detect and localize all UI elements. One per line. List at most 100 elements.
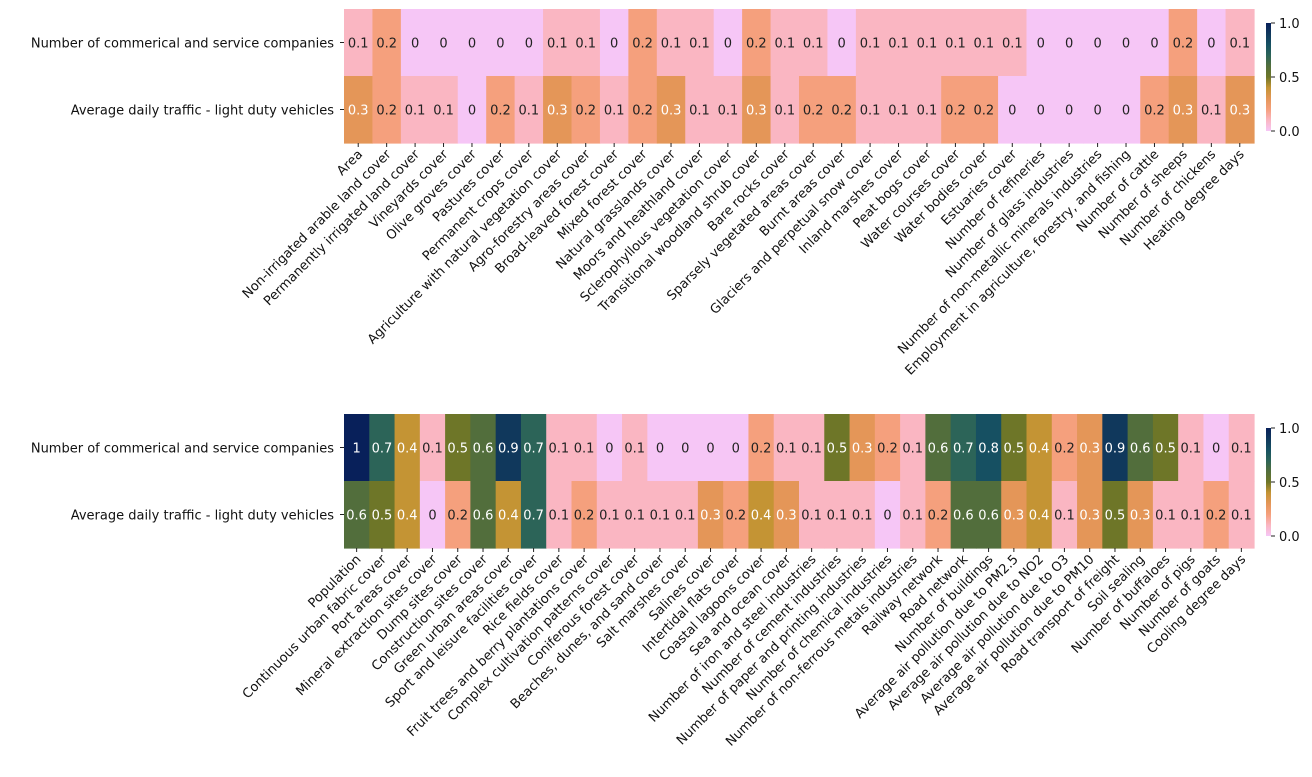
cell-value-label: 0.3 bbox=[776, 509, 797, 524]
colorbar-tick-label: 0.0 bbox=[1279, 530, 1300, 545]
heatmap-cell bbox=[1051, 414, 1078, 482]
heatmap-cell bbox=[748, 481, 775, 549]
heatmap-cell bbox=[950, 414, 977, 482]
row-label: Average daily traffic - light duty vehic… bbox=[71, 104, 335, 119]
heatmap-cell bbox=[742, 9, 772, 77]
heatmap-cell bbox=[344, 481, 370, 549]
heatmap-cell bbox=[1225, 76, 1255, 144]
row-label: Average daily traffic - light duty vehic… bbox=[71, 509, 335, 524]
cell-value-label: 0.1 bbox=[860, 104, 881, 119]
heatmap-cell bbox=[1054, 9, 1084, 77]
cell-value-label: 0.3 bbox=[1229, 104, 1250, 119]
heatmap-cell bbox=[713, 76, 743, 144]
heatmap-cell bbox=[520, 481, 547, 549]
heatmap-cell bbox=[770, 9, 800, 77]
heatmap-cell bbox=[647, 414, 674, 482]
cell-value-label: 0.5 bbox=[827, 442, 848, 457]
cell-value-label: 0.1 bbox=[604, 104, 625, 119]
heatmap-cell bbox=[697, 414, 724, 482]
cell-value-label: 0.1 bbox=[422, 442, 443, 457]
cell-value-label: 0.7 bbox=[372, 442, 393, 457]
cell-value-label: 0.1 bbox=[547, 37, 568, 52]
cell-value-label: 0.7 bbox=[523, 509, 544, 524]
heatmap-cell bbox=[912, 9, 942, 77]
heatmap-cell bbox=[1203, 414, 1230, 482]
heatmap-cell bbox=[1140, 9, 1170, 77]
heatmap-cell bbox=[1077, 481, 1103, 549]
cell-value-label: 0.1 bbox=[1231, 442, 1252, 457]
cell-value-label: 0.1 bbox=[888, 104, 909, 119]
heatmap-cell bbox=[1197, 9, 1227, 77]
heatmap-cell bbox=[369, 481, 396, 549]
heatmap-cell bbox=[1228, 414, 1255, 482]
cell-value-label: 0.1 bbox=[433, 104, 454, 119]
heatmap-cell bbox=[874, 414, 901, 482]
cell-value-label: 0.1 bbox=[650, 509, 671, 524]
cell-value-label: 0.1 bbox=[1054, 509, 1075, 524]
heatmap-cell bbox=[998, 76, 1028, 144]
heatmap-cell bbox=[799, 9, 829, 77]
cell-value-label: 1 bbox=[352, 442, 360, 457]
heatmap-cell bbox=[975, 414, 1002, 482]
heatmap-cell bbox=[495, 481, 522, 549]
cell-value-label: 0.3 bbox=[700, 509, 721, 524]
heatmap-cell bbox=[599, 76, 629, 144]
cell-value-label: 0 bbox=[1207, 37, 1215, 52]
cell-value-label: 0.1 bbox=[549, 509, 570, 524]
heatmap-cell bbox=[1140, 76, 1170, 144]
cell-value-label: 0.4 bbox=[1029, 442, 1050, 457]
cell-value-label: 0.1 bbox=[549, 442, 570, 457]
heatmap-cell bbox=[470, 481, 497, 549]
cell-value-label: 0.1 bbox=[1231, 509, 1252, 524]
cell-value-label: 0.1 bbox=[801, 509, 822, 524]
heatmap-cell bbox=[1152, 481, 1179, 549]
heatmap-cell bbox=[656, 9, 686, 77]
heatmap-cell bbox=[855, 9, 885, 77]
cell-value-label: 0 bbox=[1065, 104, 1073, 119]
heatmap-cell bbox=[543, 76, 573, 144]
cell-value-label: 0.1 bbox=[718, 104, 739, 119]
heatmap-cell bbox=[773, 414, 800, 482]
heatmap-cell bbox=[672, 414, 699, 482]
row-label: Number of commerical and service compani… bbox=[31, 442, 334, 457]
heatmap-panel-1: 0.1 0.2 0 0 0 0 0 0.1 0.1 0 0.2 0.1 0.1 0 0.2 0.1 0.1 0 0.… bbox=[31, 9, 1300, 378]
heatmap-cell bbox=[1001, 481, 1028, 549]
heatmap-cell bbox=[457, 9, 487, 77]
cell-value-label: 0 bbox=[468, 104, 476, 119]
heatmap-cell bbox=[1001, 414, 1028, 482]
cell-value-label: 0.2 bbox=[1054, 442, 1075, 457]
heatmap-cell bbox=[445, 414, 471, 482]
colorbar-tick-label: 0.5 bbox=[1279, 71, 1300, 86]
heatmap-cell bbox=[394, 414, 421, 482]
heatmap-cell bbox=[486, 76, 516, 144]
heatmap-cell bbox=[827, 76, 857, 144]
cell-value-label: 0.1 bbox=[661, 37, 682, 52]
heatmap-cell bbox=[445, 481, 471, 549]
cell-value-label: 0 bbox=[605, 442, 613, 457]
cell-value-label: 0.1 bbox=[575, 37, 596, 52]
cell-value-label: 0.4 bbox=[498, 509, 519, 524]
colorbar bbox=[1266, 428, 1271, 536]
cell-value-label: 0.6 bbox=[473, 442, 494, 457]
heatmap-cell bbox=[1111, 9, 1141, 77]
cell-value-label: 0.3 bbox=[1130, 509, 1151, 524]
cell-value-label: 0 bbox=[732, 442, 740, 457]
cell-value-label: 0.1 bbox=[1155, 509, 1176, 524]
cell-value-label: 0.2 bbox=[974, 104, 995, 119]
heatmap-cell bbox=[975, 481, 1002, 549]
cell-value-label: 0.1 bbox=[827, 509, 848, 524]
cell-value-label: 0 bbox=[1150, 37, 1158, 52]
cell-value-label: 0 bbox=[428, 509, 436, 524]
heatmap-cell bbox=[647, 481, 674, 549]
heatmap-cell bbox=[697, 481, 724, 549]
heatmap-cell bbox=[713, 9, 743, 77]
heatmap-cell bbox=[824, 481, 851, 549]
heatmap-cell bbox=[514, 9, 544, 77]
cell-value-label: 0 bbox=[1212, 442, 1220, 457]
cell-value-label: 0.1 bbox=[1002, 37, 1023, 52]
heatmap-cell bbox=[824, 414, 851, 482]
heatmap-cell bbox=[622, 414, 648, 482]
heatmap-cell bbox=[628, 76, 658, 144]
cell-value-label: 0.2 bbox=[1144, 104, 1165, 119]
cell-value-label: 0 bbox=[1122, 37, 1130, 52]
